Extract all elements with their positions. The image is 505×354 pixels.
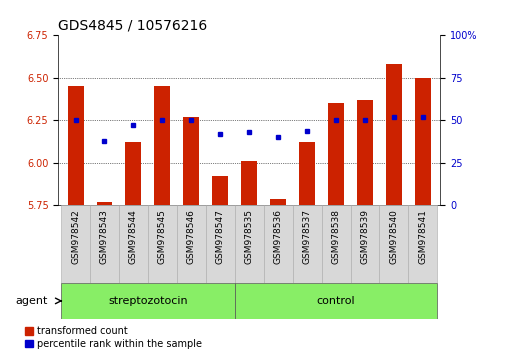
Bar	[61, 283, 234, 319]
Bar	[298, 142, 315, 205]
FancyBboxPatch shape	[61, 205, 90, 283]
Text: agent: agent	[16, 296, 48, 306]
Bar	[96, 202, 112, 205]
Text: GSM978545: GSM978545	[158, 209, 167, 264]
FancyBboxPatch shape	[90, 205, 119, 283]
Bar	[385, 64, 401, 205]
Bar	[357, 100, 372, 205]
Bar	[125, 142, 141, 205]
FancyBboxPatch shape	[177, 205, 206, 283]
Text: GDS4845 / 10576216: GDS4845 / 10576216	[58, 19, 207, 33]
Bar	[234, 283, 436, 319]
Legend: transformed count, percentile rank within the sample: transformed count, percentile rank withi…	[25, 326, 201, 349]
Text: GSM978537: GSM978537	[302, 209, 311, 264]
FancyBboxPatch shape	[206, 205, 234, 283]
Bar	[327, 103, 343, 205]
Bar	[183, 117, 199, 205]
Bar	[154, 86, 170, 205]
Text: streptozotocin: streptozotocin	[108, 296, 187, 306]
Text: GSM978535: GSM978535	[244, 209, 253, 264]
Text: GSM978542: GSM978542	[71, 209, 80, 264]
Bar	[212, 176, 228, 205]
FancyBboxPatch shape	[119, 205, 147, 283]
Text: GSM978539: GSM978539	[360, 209, 369, 264]
Text: control: control	[316, 296, 355, 306]
Text: GSM978538: GSM978538	[331, 209, 340, 264]
Text: GSM978547: GSM978547	[215, 209, 224, 264]
FancyBboxPatch shape	[263, 205, 292, 283]
Text: GSM978544: GSM978544	[129, 209, 138, 264]
FancyBboxPatch shape	[292, 205, 321, 283]
Text: GSM978546: GSM978546	[186, 209, 195, 264]
FancyBboxPatch shape	[321, 205, 350, 283]
Bar	[414, 78, 430, 205]
FancyBboxPatch shape	[408, 205, 436, 283]
FancyBboxPatch shape	[350, 205, 379, 283]
FancyBboxPatch shape	[379, 205, 408, 283]
FancyBboxPatch shape	[234, 205, 263, 283]
FancyBboxPatch shape	[147, 205, 177, 283]
Bar	[68, 86, 83, 205]
Bar	[270, 199, 285, 205]
Text: GSM978543: GSM978543	[100, 209, 109, 264]
Bar	[241, 161, 257, 205]
Text: GSM978540: GSM978540	[389, 209, 397, 264]
Text: GSM978536: GSM978536	[273, 209, 282, 264]
Text: GSM978541: GSM978541	[418, 209, 427, 264]
